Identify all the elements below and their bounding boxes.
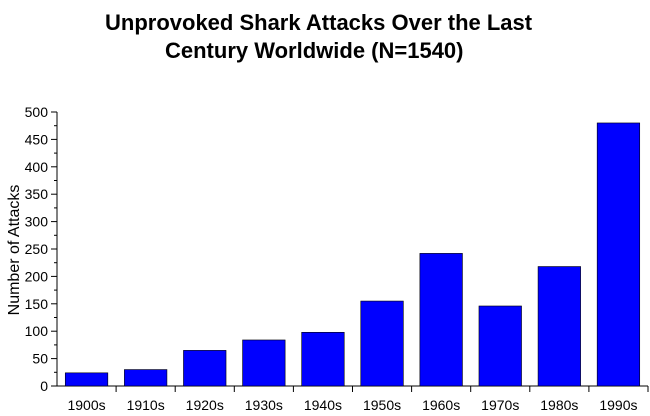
x-tick-label: 1920s — [186, 397, 224, 413]
chart-title-line-2: Century Worldwide (N=1540) — [165, 38, 464, 63]
chart-title-line-1: Unprovoked Shark Attacks Over the Last — [105, 10, 533, 35]
x-tick-label: 1940s — [304, 397, 342, 413]
y-tick-label: 50 — [32, 351, 48, 367]
bar-1900s — [64, 372, 109, 387]
plot-area: 0 50 100 150 200 250 300 350 400 450 500 1900s 1910s… — [25, 104, 649, 413]
x-tick-label: 1980s — [540, 397, 578, 413]
y-tick-label: 450 — [25, 131, 49, 147]
bar-1920s — [183, 350, 227, 387]
x-tick-label: 1990s — [599, 397, 637, 413]
bar-1970s — [478, 305, 522, 387]
y-tick-label: 150 — [25, 296, 49, 312]
x-tick-label: 1930s — [245, 397, 283, 413]
y-tick-label: 300 — [25, 214, 49, 230]
x-tick-label: 1960s — [422, 397, 460, 413]
y-tick-label: 400 — [25, 159, 49, 175]
x-tick-label: 1900s — [67, 397, 105, 413]
y-tick-label: 500 — [25, 104, 49, 120]
bar-1930s — [242, 339, 286, 387]
bar-1990s — [596, 122, 641, 387]
bar-1910s — [124, 369, 168, 387]
x-tick-label: 1970s — [481, 397, 519, 413]
y-tick-label: 200 — [25, 268, 49, 284]
bar-1950s — [360, 300, 404, 387]
y-tick-label: 100 — [25, 323, 49, 339]
y-tick-label: 350 — [25, 186, 49, 202]
bar-1940s — [301, 331, 345, 387]
y-tick-label: 0 — [40, 378, 48, 394]
x-tick-label: 1950s — [363, 397, 401, 413]
bar-1980s — [537, 266, 581, 387]
x-tick-label: 1910s — [127, 397, 165, 413]
bar-1960s — [419, 253, 463, 387]
y-tick-label: 250 — [25, 241, 49, 257]
y-axis-title: Number of Attacks — [6, 185, 23, 316]
